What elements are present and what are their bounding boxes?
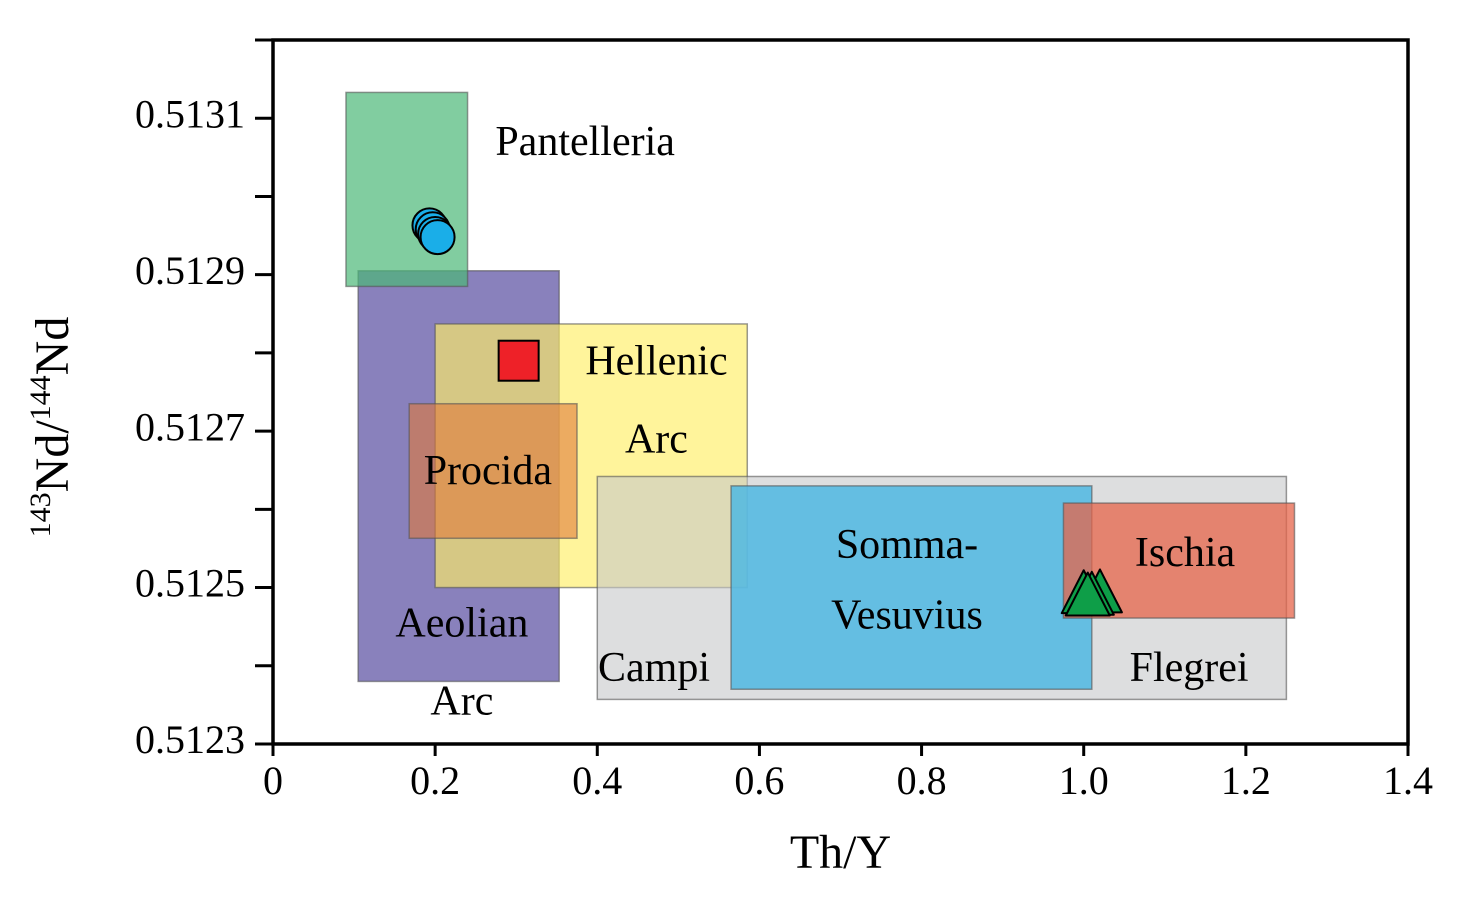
region-label-ischia-0: Ischia: [1135, 530, 1236, 576]
region-label-hellenic-arc-0: Hellenic: [585, 338, 727, 384]
x-tick-label-5: 1.0: [1059, 758, 1109, 803]
region-label-somma-vesuvius-0: Somma-: [836, 522, 978, 568]
region-procida: [408, 402, 578, 540]
region-label-campi-flegrei-1: Flegrei: [1130, 645, 1249, 691]
x-tick-label-0: 0: [263, 758, 283, 803]
x-tick-label-3: 0.6: [734, 758, 784, 803]
y-axis-label: 143Nd/144Nd: [24, 317, 79, 538]
x-tick-label-4: 0.8: [897, 758, 947, 803]
hellenic-sample-point-0: [497, 339, 540, 382]
region-label-aeolian-arc-0: Aeolian: [395, 600, 528, 646]
region-label-somma-vesuvius-1: Vesuvius: [831, 592, 983, 638]
y-label-part-nd-2: Nd: [26, 317, 79, 376]
points-layer: [411, 207, 1123, 617]
region-label-procida-0: Procida: [424, 448, 553, 494]
y-label-part-nd: Nd/: [26, 420, 79, 493]
x-axis-label: Th/Y: [790, 826, 891, 879]
y-label-superscript-143: 143: [24, 492, 57, 537]
y-label-superscript-144: 144: [24, 375, 57, 420]
y-tick-label-1: 0.5125: [135, 561, 245, 606]
y-tick-label-3: 0.5129: [135, 248, 245, 293]
region-label-aeolian-arc-1: Arc: [430, 679, 493, 725]
y-tick-label-0: 0.5123: [135, 717, 245, 762]
regions-layer: [345, 91, 1296, 701]
x-tick-label-1: 0.2: [410, 758, 460, 803]
y-tick-label-2: 0.5127: [135, 404, 245, 449]
ischia-samples-point-3: [1064, 571, 1111, 617]
x-tick-label-7: 1.4: [1383, 758, 1433, 803]
region-label-campi-flegrei-0: Campi: [598, 645, 710, 691]
x-tick-label-2: 0.4: [572, 758, 622, 803]
y-tick-label-4: 0.5131: [135, 91, 245, 136]
region-labels-layer: Aeolian Arc Pantelleria Hellenic Arc Procida C…: [395, 119, 1248, 724]
plot-frame: [271, 38, 1410, 746]
region-pantelleria: [345, 91, 469, 288]
x-tick-label-6: 1.2: [1221, 758, 1271, 803]
pantelleria-samples-point-3: [419, 219, 456, 256]
region-somma-vesuvius: [730, 485, 1093, 690]
region-label-pantelleria-0: Pantelleria: [495, 119, 675, 165]
axes-layer: 0 0.2 0.4 0.6 0.8 1.0 1.2 1.4 0.5123 0.5125 0.5127…: [135, 38, 1433, 803]
region-label-hellenic-arc-1: Arc: [625, 416, 688, 462]
